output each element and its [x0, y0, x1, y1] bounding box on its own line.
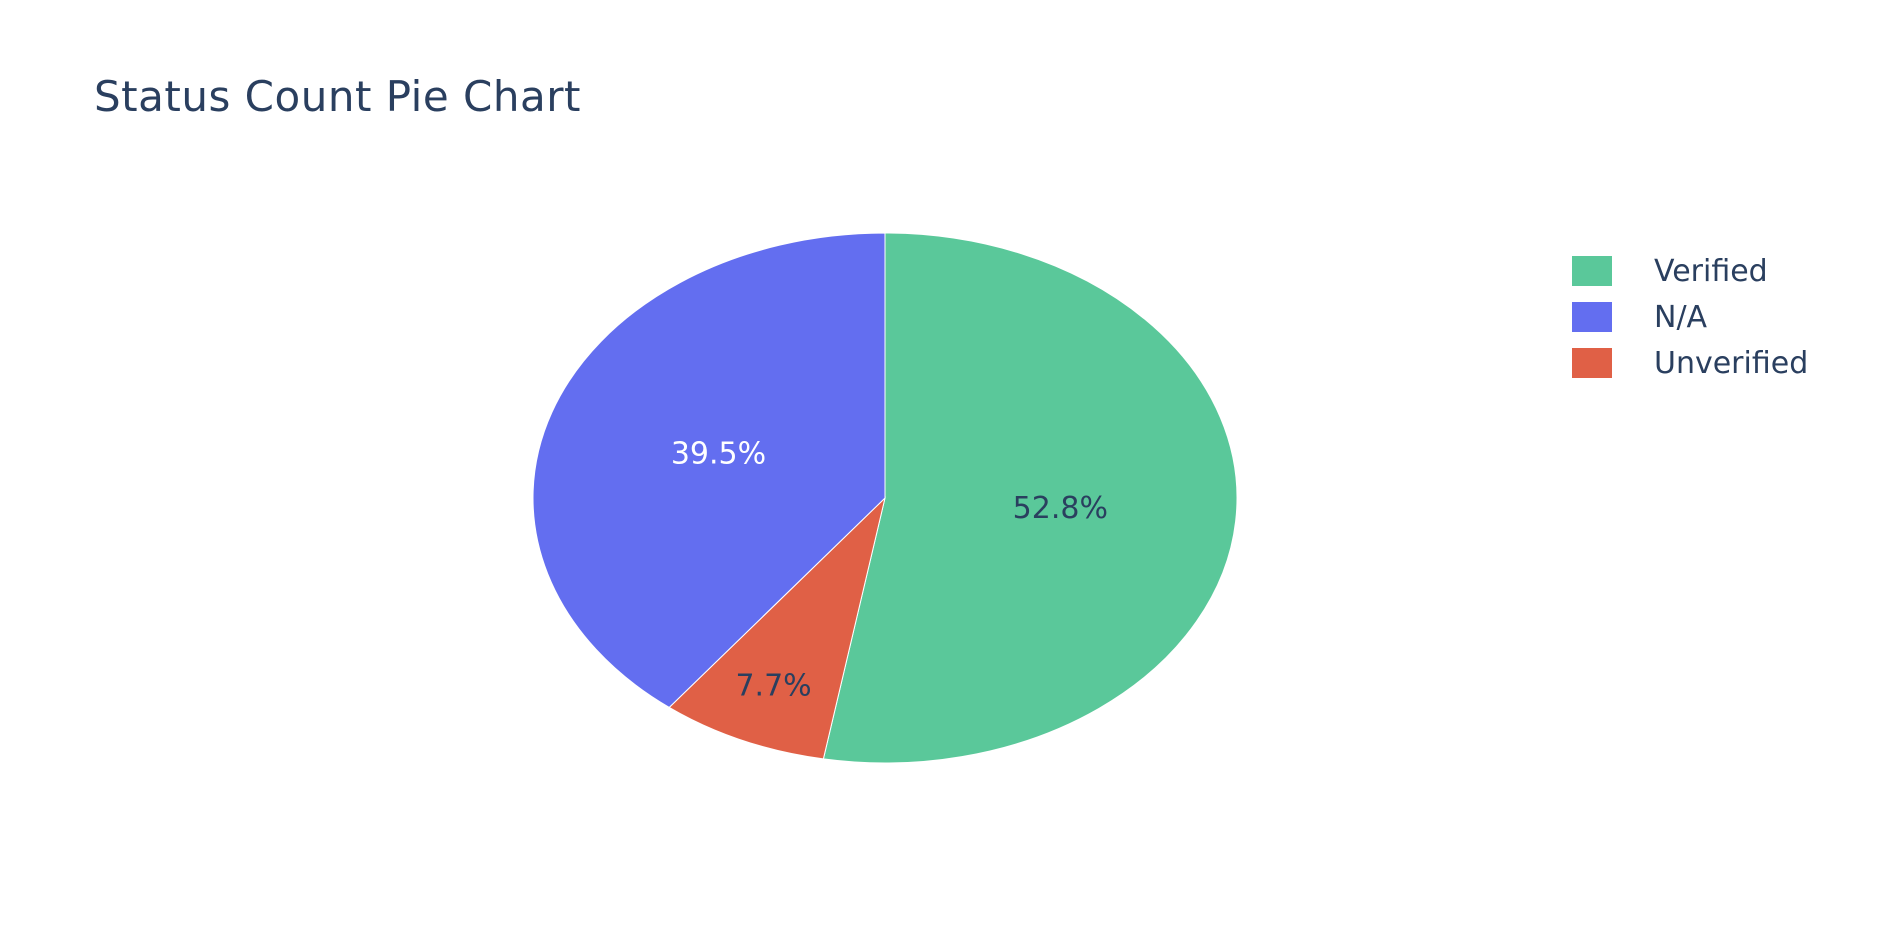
slice-percent-label: 52.8% [1013, 491, 1108, 526]
legend-swatch [1572, 348, 1612, 378]
pie-slice-verified[interactable] [822, 232, 1238, 764]
legend-label: N/A [1654, 299, 1708, 335]
legend-item-na[interactable]: N/A [1572, 294, 1808, 340]
pie-slice-unverified[interactable] [668, 496, 886, 760]
legend-item-verified[interactable]: Verified [1572, 248, 1808, 294]
legend-swatch [1572, 256, 1612, 286]
legend-item-unverified[interactable]: Unverified [1572, 340, 1808, 386]
legend-label: Unverified [1654, 345, 1809, 381]
legend: Verified N/A Unverified [1572, 248, 1808, 386]
pie-labels: 52.8% 7.7% 39.5% [671, 437, 1108, 704]
pie-slice-n-a[interactable] [532, 232, 886, 709]
pie-slices [532, 232, 1238, 764]
slice-percent-label: 7.7% [735, 668, 811, 703]
chart-title: Status Count Pie Chart [94, 72, 581, 121]
legend-label: Verified [1654, 253, 1768, 289]
slice-percent-label: 39.5% [671, 437, 766, 472]
legend-swatch [1572, 302, 1612, 332]
